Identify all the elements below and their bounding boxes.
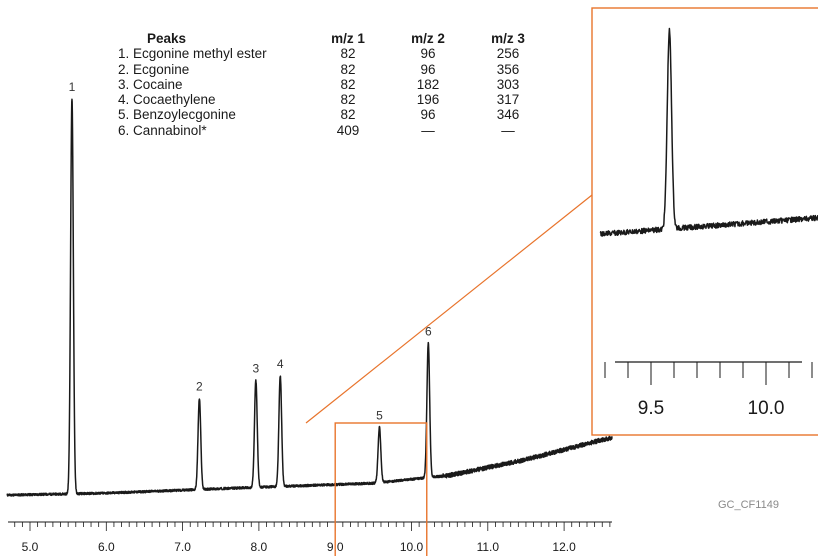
peak-label: 3 (253, 362, 260, 376)
peak-table-header: Peaks m/z 1 m/z 2 m/z 3 (118, 31, 558, 46)
compound-name: 4. Cocaethylene (118, 92, 216, 108)
mz3-value: 346 (496, 107, 520, 123)
peak-label: 2 (196, 380, 203, 394)
compound-name: 6. Cannabinol* (118, 122, 207, 138)
header-mz2: m/z 2 (411, 31, 445, 46)
compound-name: 2. Ecgonine (118, 61, 190, 77)
mz2-value: 96 (420, 46, 436, 62)
mz1-value: 82 (340, 46, 356, 62)
inset-trace (599, 27, 818, 237)
x-tick-label: 11.0 (477, 540, 500, 554)
header-mz3: m/z 3 (491, 31, 525, 46)
mz2-value: — (421, 122, 435, 138)
peak-label: 5 (376, 408, 383, 422)
peak-label: 1 (69, 80, 76, 94)
table-row: 1. Ecgonine methyl ester 82 96 256 (118, 46, 558, 61)
inset-tick-label: 10.0 (748, 398, 785, 419)
x-tick-label: 8.0 (251, 540, 268, 554)
header-mz1: m/z 1 (331, 31, 365, 46)
inset-tick-label: 9.5 (638, 398, 664, 419)
mz1-value: 82 (340, 61, 356, 77)
mz3-value: — (501, 122, 515, 138)
mz2-value: 96 (420, 107, 436, 123)
header-peaks: Peaks (147, 31, 187, 46)
mz1-value: 82 (340, 92, 356, 108)
x-tick-label: 7.0 (174, 540, 191, 554)
mz2-value: 196 (416, 92, 440, 108)
mz3-value: 356 (496, 61, 520, 77)
table-row: 5. Benzoylecgonine 82 96 346 (118, 107, 558, 122)
table-row: 6. Cannabinol* 409 — — (118, 123, 558, 138)
mz1-value: 82 (340, 107, 356, 123)
mz3-value: 317 (496, 92, 520, 108)
figure-code: GC_CF1149 (718, 499, 779, 511)
table-row: 2. Ecgonine 82 96 356 (118, 62, 558, 77)
table-row: 4. Cocaethylene 82 196 317 (118, 92, 558, 107)
table-row: 3. Cocaine 82 182 303 (118, 77, 558, 92)
x-tick-label: 10.0 (400, 540, 424, 554)
compound-name: 3. Cocaine (118, 76, 183, 92)
highlight-box (334, 422, 428, 556)
compound-name: 5. Benzoylecgonine (118, 107, 236, 123)
zoom-connector (305, 194, 593, 424)
mz1-value: 82 (340, 76, 356, 92)
mz1-value: 409 (336, 122, 360, 138)
compound-name: 1. Ecgonine methyl ester (118, 46, 267, 62)
chromatogram-trace (6, 98, 613, 497)
mz3-value: 256 (496, 46, 520, 62)
peak-label: 4 (277, 357, 284, 371)
x-tick-label: 5.0 (22, 540, 39, 554)
x-tick-label: 12.0 (552, 540, 576, 554)
peak-table: Peaks m/z 1 m/z 2 m/z 3 1. Ecgonine meth… (118, 31, 558, 138)
x-tick-label: 6.0 (98, 540, 115, 554)
mz2-value: 182 (416, 76, 440, 92)
peak-label: 6 (425, 324, 432, 338)
mz2-value: 96 (420, 61, 436, 77)
mz3-value: 303 (496, 76, 520, 92)
